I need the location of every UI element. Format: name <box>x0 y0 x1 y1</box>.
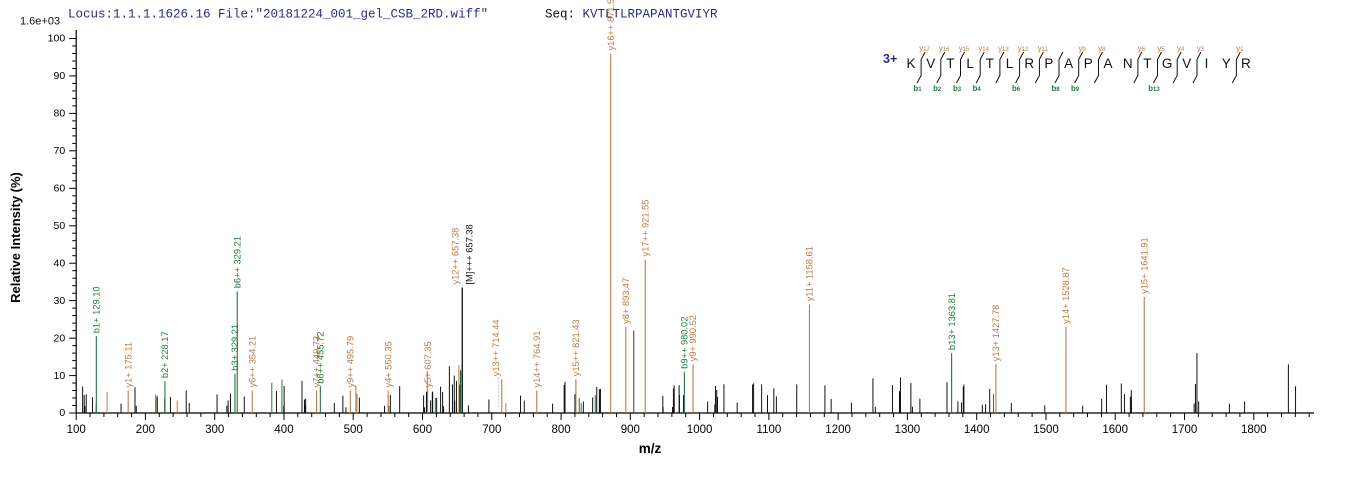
svg-text:A: A <box>1064 56 1073 71</box>
svg-text:y5+ 607.35: y5+ 607.35 <box>423 341 433 387</box>
svg-text:y15+ 1641.91: y15+ 1641.91 <box>1139 237 1149 294</box>
svg-text:A: A <box>1103 56 1112 71</box>
svg-text:800: 800 <box>552 424 571 436</box>
svg-text:T: T <box>946 56 954 71</box>
svg-text:b1+ 129.10: b1+ 129.10 <box>92 286 102 333</box>
svg-text:b13+ 1363.81: b13+ 1363.81 <box>947 293 957 350</box>
svg-text:R: R <box>1024 56 1034 71</box>
svg-text:500: 500 <box>344 424 363 436</box>
svg-text:y14+ 1528.87: y14+ 1528.87 <box>1061 267 1071 324</box>
svg-text:3+: 3+ <box>883 52 897 66</box>
svg-text:Relative Intensity (%): Relative Intensity (%) <box>8 172 23 303</box>
svg-text:y6++ 354.21: y6++ 354.21 <box>247 336 257 388</box>
svg-text:30: 30 <box>54 295 66 307</box>
svg-text:0: 0 <box>59 407 65 419</box>
svg-text:10: 10 <box>54 370 66 382</box>
svg-text:1800: 1800 <box>1241 424 1267 436</box>
svg-text:400: 400 <box>274 424 293 436</box>
svg-text:P: P <box>1084 56 1093 71</box>
svg-text:Locus:1.1.1.1626.16 File:"2018: Locus:1.1.1.1626.16 File:"20181224_001_g… <box>68 8 488 22</box>
svg-text:60: 60 <box>54 183 66 195</box>
svg-text:L: L <box>1006 56 1014 71</box>
svg-text:70: 70 <box>54 145 66 157</box>
svg-text:Y: Y <box>1222 56 1231 71</box>
svg-text:[M]+++ 657.38: [M]+++ 657.38 <box>464 224 474 284</box>
svg-text:900: 900 <box>621 424 640 436</box>
svg-text:T: T <box>1143 56 1151 71</box>
svg-text:100: 100 <box>48 33 66 45</box>
svg-text:1400: 1400 <box>964 424 990 436</box>
svg-text:V: V <box>926 56 935 71</box>
svg-text:y12++ 657.38: y12++ 657.38 <box>450 228 460 285</box>
svg-text:1700: 1700 <box>1172 424 1198 436</box>
svg-text:K: K <box>906 56 915 71</box>
svg-text:100: 100 <box>67 424 86 436</box>
svg-text:1300: 1300 <box>895 424 921 436</box>
svg-text:Seq: KVTLTLRPAPANTGVIYR: Seq: KVTLTLRPAPANTGVIYR <box>545 8 718 22</box>
svg-text:m/z: m/z <box>639 441 662 456</box>
svg-text:b6++ 329.21: b6++ 329.21 <box>232 236 242 288</box>
svg-text:L: L <box>966 56 974 71</box>
svg-text:y8+ 893.47: y8+ 893.47 <box>621 278 631 324</box>
svg-text:T: T <box>986 56 994 71</box>
svg-text:y1+ 175.11: y1+ 175.11 <box>123 342 133 388</box>
svg-text:700: 700 <box>482 424 501 436</box>
svg-text:P: P <box>1044 56 1053 71</box>
svg-text:1.6e+03: 1.6e+03 <box>20 16 60 28</box>
svg-text:1100: 1100 <box>757 424 782 436</box>
svg-text:N: N <box>1123 56 1133 71</box>
svg-text:y17++ 921.55: y17++ 921.55 <box>640 200 650 257</box>
svg-text:1600: 1600 <box>1102 424 1128 436</box>
svg-text:I: I <box>1205 56 1209 71</box>
svg-text:b2+ 228.17: b2+ 228.17 <box>160 331 170 378</box>
svg-text:y9++ 495.79: y9++ 495.79 <box>346 336 356 388</box>
svg-text:R: R <box>1241 56 1251 71</box>
svg-text:V: V <box>1182 56 1191 71</box>
svg-text:G: G <box>1162 56 1173 71</box>
svg-text:y13+ 1427.78: y13+ 1427.78 <box>991 305 1001 362</box>
svg-text:40: 40 <box>54 257 66 269</box>
svg-text:b3+ 329.21: b3+ 329.21 <box>230 324 240 371</box>
svg-text:y15++ 821.43: y15++ 821.43 <box>571 319 581 376</box>
svg-text:y4+ 550.35: y4+ 550.35 <box>383 341 393 387</box>
svg-text:80: 80 <box>54 108 66 120</box>
svg-text:1500: 1500 <box>1033 424 1059 436</box>
svg-text:90: 90 <box>54 70 66 82</box>
svg-text:200: 200 <box>136 424 155 436</box>
svg-text:y9+ 990.52: y9+ 990.52 <box>688 315 698 361</box>
svg-text:1000: 1000 <box>687 424 713 436</box>
svg-text:y11+ 1158.61: y11+ 1158.61 <box>805 246 815 301</box>
svg-text:b8++ 455.72: b8++ 455.72 <box>316 332 326 384</box>
svg-text:600: 600 <box>413 424 432 436</box>
svg-text:20: 20 <box>54 332 66 344</box>
svg-text:50: 50 <box>54 220 66 232</box>
svg-text:y13++ 714.44: y13++ 714.44 <box>491 319 501 376</box>
svg-text:y14++ 764.91: y14++ 764.91 <box>532 331 542 388</box>
svg-text:1200: 1200 <box>825 424 851 436</box>
svg-text:300: 300 <box>205 424 224 436</box>
